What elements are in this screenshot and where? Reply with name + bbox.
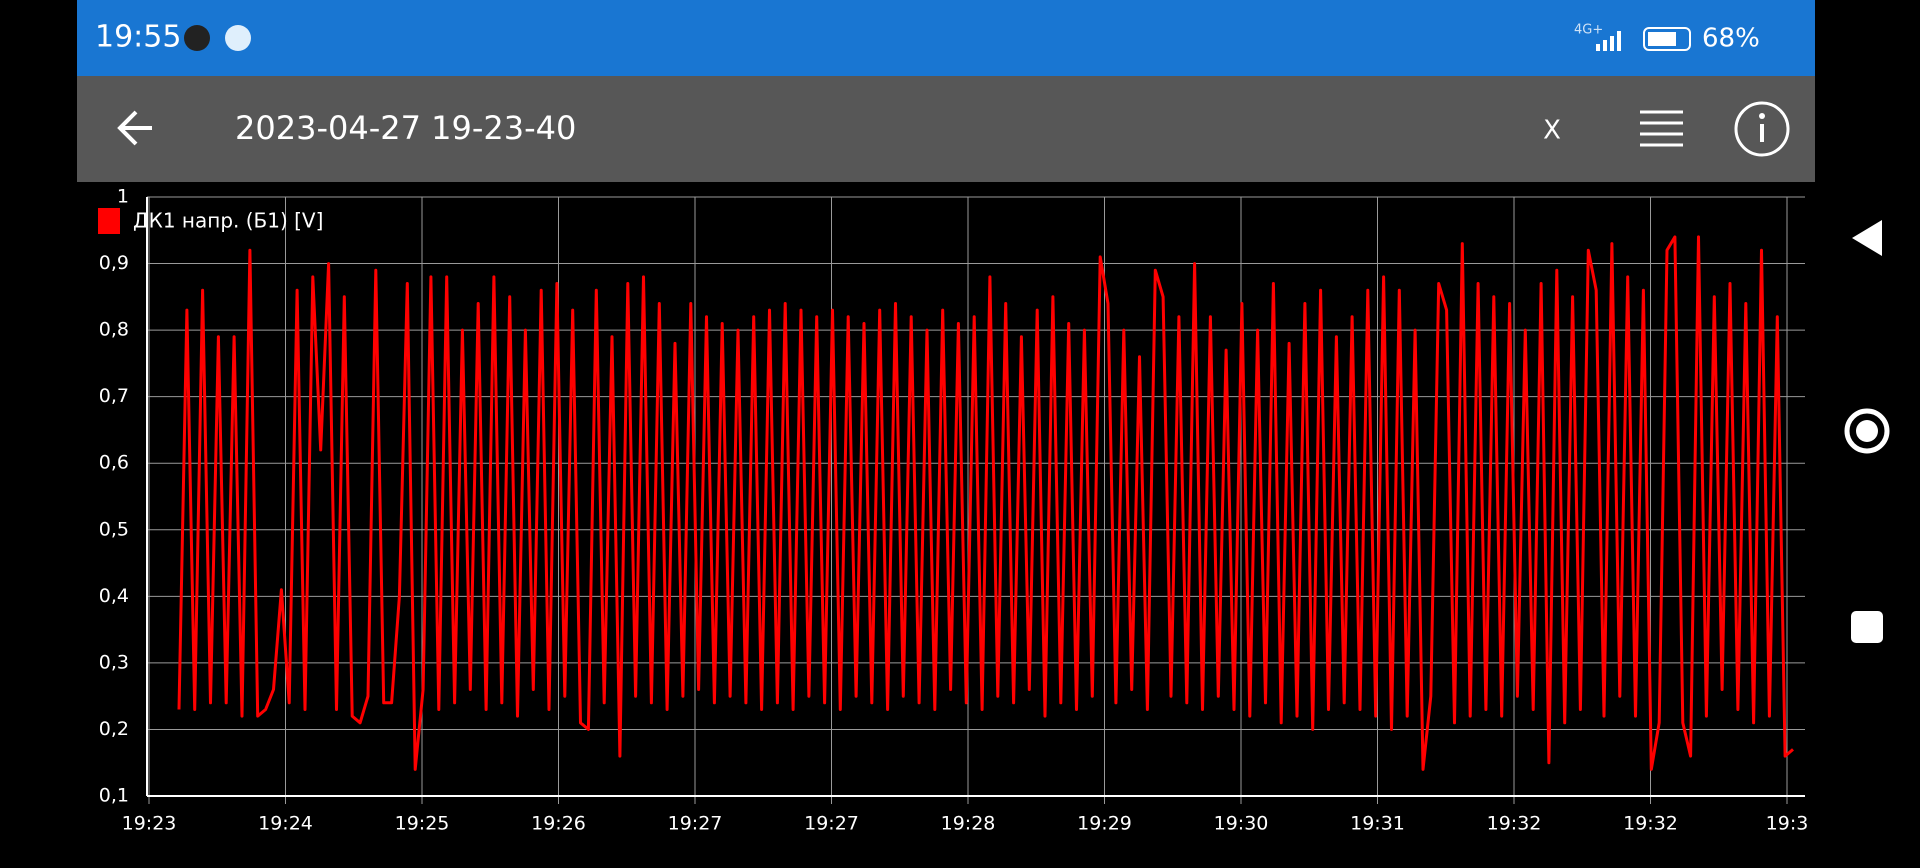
y-tick-label: 0,8 (99, 319, 129, 341)
info-button[interactable] (1734, 101, 1790, 157)
x-tick-label: 19:32 (1623, 813, 1678, 835)
cloud-icon (225, 25, 251, 51)
toolbar-title: 2023-04-27 19-23-40 (235, 109, 576, 147)
sigma-icon (184, 25, 210, 51)
x-tick-label: 19:31 (1350, 813, 1405, 835)
nav-recent[interactable] (1851, 611, 1883, 643)
nav-home[interactable] (1844, 408, 1890, 454)
x-tick-label: 19:28 (941, 813, 996, 835)
legend-label: ДК1 напр. (Б1) [V] (133, 209, 323, 233)
data-line (177, 235, 1794, 771)
back-button[interactable] (117, 110, 152, 146)
y-tick-label: 0,1 (99, 785, 129, 807)
y-tick-label: 1 (117, 186, 129, 208)
status-bar (77, 0, 1815, 76)
battery-icon (1643, 27, 1691, 51)
battery-level (1648, 32, 1676, 46)
network-type: 4G+ (1574, 23, 1603, 38)
x-tick-label: 19:27 (668, 813, 723, 835)
x-tick-label: 19:26 (531, 813, 586, 835)
y-tick-label: 0,7 (99, 385, 129, 407)
legend-swatch (98, 208, 120, 234)
y-tick-label: 0,9 (99, 252, 129, 274)
y-tick-label: 0,2 (99, 718, 129, 740)
list-button[interactable] (1640, 110, 1683, 147)
x-tick-label: 19:23 (122, 813, 177, 835)
y-tick-label: 0,4 (99, 585, 129, 607)
x-tick-label: 19:25 (395, 813, 450, 835)
battery-percent: 68% (1702, 24, 1760, 54)
x-tick-label: 19:27 (804, 813, 859, 835)
toolbar (77, 76, 1815, 182)
nav-home-dot (1856, 420, 1878, 442)
y-tick-label: 0,6 (99, 452, 129, 474)
x-tick-label: 19:32 (1487, 813, 1542, 835)
close-button[interactable]: X (1543, 116, 1561, 146)
y-tick-label: 0,3 (99, 651, 129, 673)
x-tick-label: 19:3 (1766, 813, 1809, 835)
x-tick-label: 19:29 (1077, 813, 1132, 835)
status-time: 19:55 (95, 20, 181, 55)
y-tick-label: 0,5 (99, 518, 129, 540)
x-tick-label: 19:30 (1214, 813, 1269, 835)
x-tick-label: 19:24 (258, 813, 313, 835)
nav-back[interactable] (1852, 220, 1882, 256)
signal-icon (1596, 31, 1621, 51)
